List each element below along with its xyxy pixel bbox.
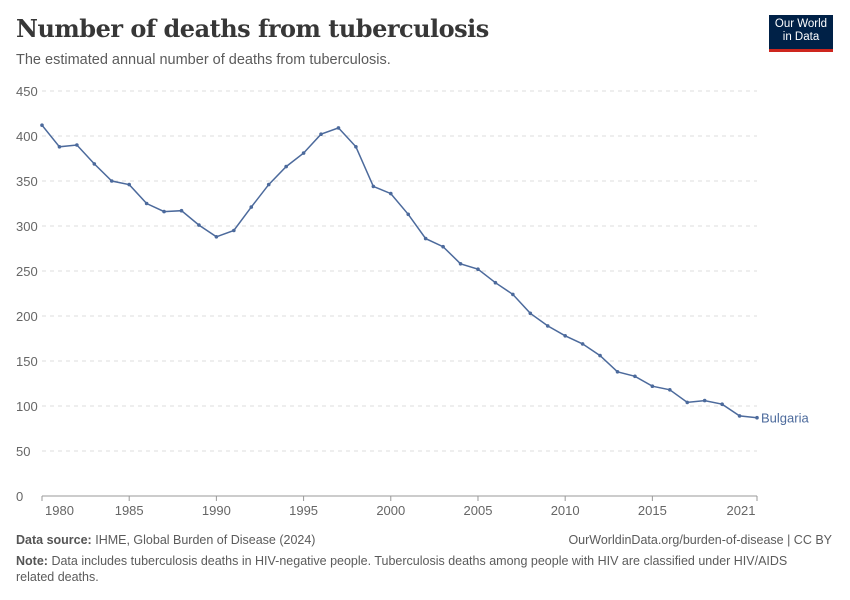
data-point <box>685 400 690 405</box>
data-point <box>92 162 97 166</box>
data-point <box>580 342 585 346</box>
data-point <box>75 143 79 147</box>
data-point <box>755 415 759 420</box>
data-point <box>197 223 201 227</box>
x-tick-label: 2021 <box>727 503 756 518</box>
chart-subtitle: The estimated annual number of deaths fr… <box>16 52 391 68</box>
data-point <box>650 384 655 389</box>
x-tick-label: 2015 <box>638 503 667 518</box>
data-point <box>668 388 672 392</box>
series-line <box>41 124 758 419</box>
source-url[interactable]: OurWorldinData.org/burden-of-disease | C… <box>568 533 832 547</box>
chart-title: Number of deaths from tuberculosis <box>16 14 489 43</box>
y-tick-label: 100 <box>16 399 38 414</box>
data-point <box>598 353 602 358</box>
source-label: Data source: <box>16 533 92 547</box>
x-tick-label: 1985 <box>115 503 144 518</box>
y-tick-label: 400 <box>16 129 38 144</box>
note: Note: Data includes tuberculosis deaths … <box>16 553 816 585</box>
data-point <box>737 414 742 418</box>
data-point <box>336 126 341 130</box>
y-tick-label: 350 <box>16 174 38 189</box>
y-tick-label: 0 <box>16 489 23 504</box>
data-point <box>371 184 376 189</box>
x-tick-label: 1980 <box>45 503 74 518</box>
data-point <box>301 151 306 155</box>
data-point <box>354 145 358 149</box>
source-text: IHME, Global Burden of Disease (2024) <box>95 533 316 547</box>
data-point <box>720 402 724 407</box>
data-point <box>214 235 219 239</box>
data-point <box>179 208 184 213</box>
data-point <box>563 334 567 338</box>
data-point <box>266 182 271 187</box>
data-point <box>109 179 114 183</box>
data-point <box>232 228 236 233</box>
x-tick-label: 2005 <box>464 503 493 518</box>
data-point <box>319 132 323 136</box>
data-point <box>528 311 533 316</box>
data-point <box>40 123 44 127</box>
note-text: Data includes tuberculosis deaths in HIV… <box>16 554 788 584</box>
y-tick-label: 450 <box>16 84 38 99</box>
data-point <box>127 182 131 187</box>
y-tick-label: 300 <box>16 219 38 234</box>
x-tick-label: 1990 <box>202 503 231 518</box>
x-tick-label: 1995 <box>289 503 318 518</box>
data-point <box>144 201 149 206</box>
owid-logo[interactable]: Our World in Data <box>769 15 833 52</box>
data-point <box>702 398 707 403</box>
y-tick-label: 50 <box>16 444 30 459</box>
y-tick-label: 250 <box>16 264 38 279</box>
x-tick-label: 2000 <box>376 503 405 518</box>
data-point <box>57 145 62 149</box>
data-point <box>423 236 428 241</box>
data-point <box>545 324 550 328</box>
data-point <box>406 212 411 217</box>
note-label: Note: <box>16 554 48 568</box>
y-tick-label: 150 <box>16 354 38 369</box>
data-source: Data source: IHME, Global Burden of Dise… <box>16 533 315 547</box>
data-point <box>388 191 393 196</box>
data-point <box>493 280 498 285</box>
y-tick-label: 200 <box>16 309 38 324</box>
data-point <box>162 209 166 214</box>
series-label: Bulgaria <box>761 411 809 426</box>
logo-line1: Our World <box>774 18 828 30</box>
data-point <box>633 374 637 379</box>
data-point <box>476 267 480 272</box>
data-point <box>458 262 463 266</box>
data-point <box>284 164 288 169</box>
data-point <box>441 244 445 249</box>
data-point <box>615 370 620 374</box>
x-tick-label: 2010 <box>551 503 580 518</box>
data-point <box>249 205 254 209</box>
logo-line2: in Data <box>782 31 820 43</box>
data-point <box>511 292 515 297</box>
